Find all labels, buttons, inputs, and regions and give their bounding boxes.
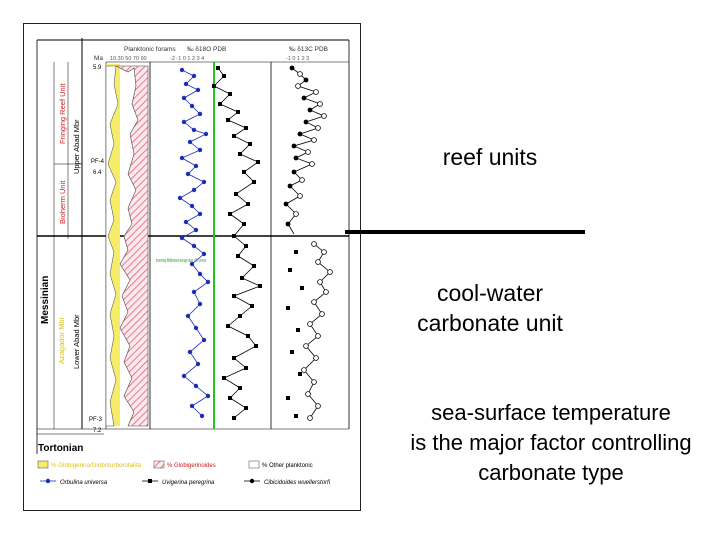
pf-lower: PF-3 (89, 417, 103, 423)
uvigerina-d18o-points (212, 66, 262, 420)
age-bottom: 7.2 (93, 428, 102, 434)
legend-cibicidoides: Cibicidoides wuellerstorfi (264, 480, 331, 486)
stage-tortonian: Tortonian (38, 443, 83, 454)
unit-azagador: Azagador Mbr (57, 316, 66, 364)
tick-row-plank: 10 30 50 70 90 (110, 56, 147, 62)
uvigerina-d18o-series (213, 67, 262, 419)
stratigraphic-figure: Planktonic forams ‰ δ18O PDB ‰ δ13C PDB … (23, 23, 361, 511)
age-top: 5.9 (93, 65, 102, 71)
member-upper-abad: Upper Abad Mbr (72, 119, 81, 174)
cool-water-caption: cool-water carbonate unit (380, 278, 600, 338)
globigerinoides-area (115, 65, 149, 427)
d13c-lower-points (301, 241, 333, 421)
ma-label: Ma (94, 55, 103, 62)
legend-orbulina: Orbulina universa (60, 480, 108, 486)
cool-water-line1: cool-water (436, 280, 544, 306)
member-lower-abad: Lower Abad Mbr (72, 314, 81, 369)
pf-upper: PF-4 (91, 159, 105, 165)
sst-line1: sea-surface temperature (431, 400, 671, 425)
stage-messinian: Messinian (40, 276, 51, 324)
legend-globigerinoides: % Globigerinoides (167, 463, 216, 469)
tick-row-d18o: -2 -1 0 1 2 3 4 (170, 56, 204, 62)
header-planktonic: Planktonic forams (124, 46, 176, 53)
header-d18o: ‰ δ18O PDB (187, 46, 226, 53)
unit-fringing-reef: Fringing Reef Unit (58, 83, 67, 144)
d13c-upper-points (283, 65, 327, 227)
boundary-line (345, 230, 585, 234)
cool-water-line2: carbonate unit (417, 310, 563, 336)
sst-line2: is the major factor controlling (410, 430, 692, 455)
d13c-square-points (286, 250, 304, 418)
legend-uvigerina: Uvigerina peregrina (162, 480, 215, 486)
tick-row-d13c: -1 0 1 2 3 (286, 56, 309, 62)
marker-note: present-day Mediterranean average values… (156, 258, 206, 264)
header-d13c: ‰ δ13C PDB (289, 46, 328, 53)
legend-other: % Other planktonic (262, 463, 313, 469)
age-mid: 6.4 (93, 170, 102, 176)
orbulina-d18o-points (177, 67, 211, 419)
sst-caption: sea-surface temperature is the major fac… (392, 398, 710, 488)
orbulina-d18o-series (179, 69, 209, 417)
unit-bioherm: Bioherm Unit (58, 180, 67, 224)
figure-canvas: Planktonic forams ‰ δ18O PDB ‰ δ13C PDB … (36, 38, 350, 486)
legend: % Globigerina/Globoturborotalita % Globi… (37, 460, 331, 486)
reef-units-text: reef units (442, 144, 538, 170)
sst-line3: carbonate type (478, 460, 624, 485)
legend-globigerina: % Globigerina/Globoturborotalita (51, 463, 142, 469)
reef-units-caption: reef units (410, 142, 570, 172)
